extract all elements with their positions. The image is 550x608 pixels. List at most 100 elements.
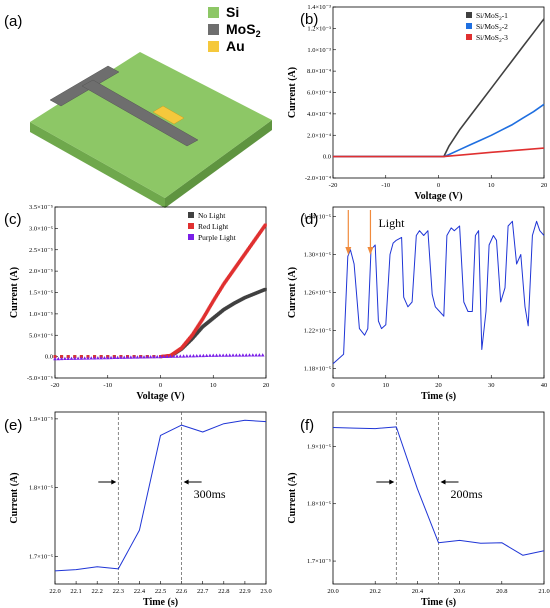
data-point xyxy=(251,353,255,357)
legend-label: Si/MoS2-3 xyxy=(476,33,508,44)
data-point xyxy=(191,354,196,358)
data-point xyxy=(138,355,143,359)
x-tick-label: 40 xyxy=(541,382,548,389)
chart-b: (b) -20 -10 0 10 20 -2.0×10⁻⁴ 0.0 2.0×10⁻⁴ 4.0×10… xyxy=(287,4,547,202)
si-substrate-side-left xyxy=(30,122,165,208)
y-tick-label: 1.18×10⁻⁵ xyxy=(304,366,331,373)
data-point xyxy=(96,356,100,360)
data-point xyxy=(115,355,120,359)
legend-label-si: Si xyxy=(226,4,239,20)
data-point xyxy=(59,356,64,361)
x-tick-label: 30 xyxy=(488,382,495,389)
x-tick-label: 20.0 xyxy=(327,588,338,595)
data-point xyxy=(263,223,267,227)
y-tick-label: 1.9×10⁻⁵ xyxy=(29,416,53,423)
interval-arrowhead-right xyxy=(183,479,189,485)
x-tick-label: 0 xyxy=(437,182,440,189)
x-tick-label: 10 xyxy=(210,382,217,389)
data-point xyxy=(109,355,113,360)
y-tick-label: 1.34×10⁻⁵ xyxy=(304,214,331,221)
plot-frame xyxy=(332,6,545,179)
interval-arrowhead-right xyxy=(440,479,446,485)
y-tick-label: 1.4×10⁻³ xyxy=(307,4,331,11)
legend-label: Red Light xyxy=(198,222,229,231)
y-tick-label: 1.7×10⁻⁵ xyxy=(29,553,53,560)
y-axis-title: Current (A) xyxy=(9,267,20,318)
y-tick-label: 8.0×10⁻⁴ xyxy=(307,68,332,75)
x-tick-label: 22.9 xyxy=(239,588,250,595)
series-line-0 xyxy=(332,426,545,556)
data-point xyxy=(72,356,77,360)
y-tick-label: 6.0×10⁻⁴ xyxy=(307,90,332,97)
data-point xyxy=(260,353,265,357)
x-axis-title: Time (s) xyxy=(421,597,456,608)
data-point xyxy=(198,353,202,358)
chart-d: (d) 0 10 20 30 40 1.18×10⁻⁵ 1.22×10⁻⁵ 1.26×10⁻⁵ 1… xyxy=(287,206,548,402)
legend-swatch-au xyxy=(208,41,219,52)
si-substrate-side-right xyxy=(165,120,272,208)
data-point xyxy=(194,353,199,358)
x-tick-label: -10 xyxy=(381,182,390,189)
series-line-0 xyxy=(333,18,545,158)
data-point xyxy=(214,353,219,357)
data-point xyxy=(142,355,146,359)
data-point xyxy=(263,287,267,291)
x-axis-title: Voltage (V) xyxy=(414,191,462,202)
series-2 xyxy=(53,353,265,361)
series-0 xyxy=(53,287,267,359)
y-tick-label: 1.8×10⁻⁵ xyxy=(29,485,53,492)
y-axis-title: Current (A) xyxy=(287,67,298,118)
x-tick-label: 10 xyxy=(488,182,495,189)
data-point xyxy=(89,356,94,360)
x-tick-label: 22.0 xyxy=(49,588,60,595)
series-line-0 xyxy=(54,419,267,572)
x-axis-title: Time (s) xyxy=(143,597,178,608)
legend-swatch-si xyxy=(208,7,219,18)
data-point xyxy=(86,356,90,360)
x-tick-label: 22.7 xyxy=(197,588,209,595)
data-point xyxy=(247,353,252,357)
x-tick-label: 23.0 xyxy=(260,588,271,595)
x-tick-label: 20.2 xyxy=(370,588,381,595)
y-tick-label: 1.26×10⁻⁵ xyxy=(304,290,331,297)
x-tick-label: 22.8 xyxy=(218,588,229,595)
y-tick-label: 3.0×10⁻⁵ xyxy=(29,225,53,232)
data-point xyxy=(99,356,103,360)
legend-label: Purple Light xyxy=(198,233,237,242)
legend: No Light Red Light Purple Light xyxy=(188,211,237,242)
legend-label-au: Au xyxy=(226,38,245,54)
y-axis-title: Current (A) xyxy=(287,267,298,318)
data-point xyxy=(63,356,67,361)
y-tick-label: 1.30×10⁻⁵ xyxy=(304,252,331,259)
data-point xyxy=(221,353,225,357)
y-tick-label: 2.0×10⁻⁵ xyxy=(29,268,53,275)
x-tick-label: -20 xyxy=(329,182,338,189)
data-point xyxy=(125,355,130,359)
chart-c: (c) -20 -10 0 10 20 -5.0×10⁻⁶ 0.0 5.0×10⁻⁶ 1.0×10… xyxy=(4,204,269,402)
legend-swatch xyxy=(188,212,194,218)
data-point xyxy=(244,353,249,357)
chart-f: (f) 20.0 20.2 20.4 20.6 20.8 21.0 1.7×10⁻⁵ 1.8×1… xyxy=(287,411,550,608)
data-point xyxy=(161,354,166,359)
y-tick-label: -2.0×10⁻⁴ xyxy=(305,175,332,182)
y-tick-label: 1.5×10⁻⁵ xyxy=(29,290,53,297)
legend-label: Si/MoS2-1 xyxy=(476,11,508,22)
data-point xyxy=(66,356,70,360)
data-point xyxy=(185,354,189,358)
data-point xyxy=(257,353,262,357)
data-point xyxy=(208,353,212,357)
data-point xyxy=(178,354,183,358)
legend-label-mos2: MoS2 xyxy=(226,21,261,39)
data-point xyxy=(76,356,80,360)
data-point xyxy=(181,354,186,358)
x-tick-label: 21.0 xyxy=(538,588,549,595)
y-tick-label: 1.9×10⁻⁵ xyxy=(307,443,331,450)
data-point xyxy=(79,356,84,360)
y-axis-title: Current (A) xyxy=(287,472,298,523)
data-point xyxy=(158,354,163,359)
series-line-2 xyxy=(333,147,545,158)
x-tick-label: 10 xyxy=(383,382,390,389)
legend: Si/MoS2-1Si/MoS2-2Si/MoS2-3 xyxy=(466,11,508,44)
y-tick-label: 1.22×10⁻⁵ xyxy=(304,328,331,335)
